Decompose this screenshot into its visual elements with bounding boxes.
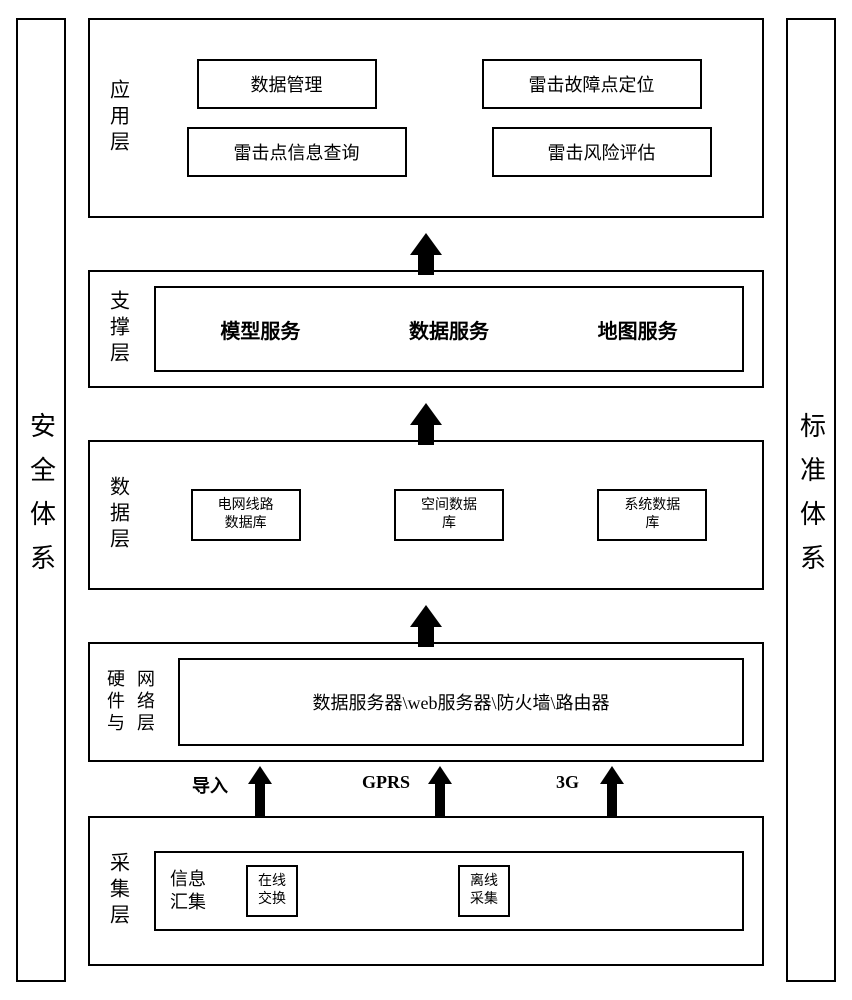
collect-inner-label: 信息 汇集	[170, 868, 206, 915]
layer-application: 应用层 数据管理 雷击故障点定位 雷击点信息查询 雷击风险评估	[88, 18, 764, 218]
center-stack: 应用层 数据管理 雷击故障点定位 雷击点信息查询 雷击风险评估 支撑层 模型服务…	[88, 18, 764, 982]
svc-data: 数据服务	[409, 315, 489, 344]
layer-application-body: 数据管理 雷击故障点定位 雷击点信息查询 雷击风险评估	[146, 20, 762, 216]
layer-support-body: 模型服务 数据服务 地图服务	[146, 272, 762, 386]
layer-application-label: 应用层	[90, 20, 146, 216]
arrow-label-import: 导入	[192, 772, 228, 798]
arrow-label-gprs: GPRS	[362, 772, 410, 793]
arrow-label-3g: 3G	[556, 772, 579, 793]
pillar-security-label: 安全体系	[23, 412, 60, 588]
collect-online: 在线 交换	[246, 865, 298, 917]
box-info-query: 雷击点信息查询	[187, 127, 407, 177]
layer-collection: 采集层 信息 汇集 在线 交换 离线 采集	[88, 816, 764, 966]
hardware-content: 数据服务器\web服务器\防火墙\路由器	[178, 658, 744, 746]
layer-support-label: 支撑层	[90, 272, 146, 386]
box-risk-assess: 雷击风险评估	[492, 127, 712, 177]
box-data-mgmt: 数据管理	[197, 59, 377, 109]
db-system: 系统数据 库	[597, 489, 707, 541]
layer-data-body: 电网线路 数据库 空间数据 库 系统数据 库	[146, 442, 762, 588]
layer-collection-body: 信息 汇集 在线 交换 离线 采集	[146, 818, 762, 964]
layer-data-label: 数据层	[90, 442, 146, 588]
layer-hardware-body: 数据服务器\web服务器\防火墙\路由器	[170, 644, 762, 760]
layer-support: 支撑层 模型服务 数据服务 地图服务	[88, 270, 764, 388]
svc-map: 地图服务	[598, 315, 678, 344]
arrow-app-support	[88, 218, 764, 270]
layer-data: 数据层 电网线路 数据库 空间数据 库 系统数据 库	[88, 440, 764, 590]
svc-model: 模型服务	[220, 315, 300, 344]
arrow-hw-collect: 导入 GPRS 3G	[88, 762, 764, 816]
pillar-standard: 标准体系	[786, 18, 836, 982]
layer-collection-label: 采集层	[90, 818, 146, 964]
arrow-support-data	[88, 388, 764, 440]
db-spatial: 空间数据 库	[394, 489, 504, 541]
layer-hardware: 硬件与 网络层 数据服务器\web服务器\防火墙\路由器	[88, 642, 764, 762]
arrow-data-hw	[88, 590, 764, 642]
db-grid: 电网线路 数据库	[191, 489, 301, 541]
pillar-security: 安全体系	[16, 18, 66, 982]
pillar-standard-label: 标准体系	[793, 412, 830, 588]
collect-offline: 离线 采集	[458, 865, 510, 917]
layer-hardware-label: 硬件与 网络层	[90, 644, 170, 760]
box-fault-locate: 雷击故障点定位	[482, 59, 702, 109]
